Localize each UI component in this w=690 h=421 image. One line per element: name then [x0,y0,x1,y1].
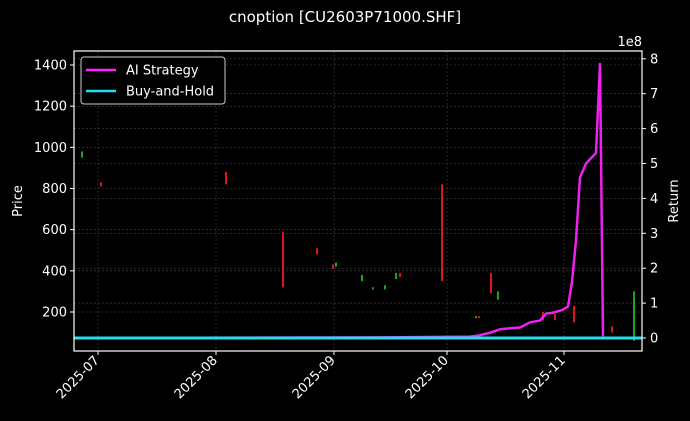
legend-box [80,56,226,105]
y2-tick-label: 7 [650,87,658,102]
y2-axis-label: Return [667,179,682,222]
y2-tick-label: 8 [650,52,658,67]
candle [361,274,363,282]
y-axis-label: Price [11,185,26,217]
candle [395,272,397,280]
y-tick-label: 600 [42,223,67,238]
candle [332,264,334,269]
y-tick-label: 1400 [34,59,67,74]
y-tick-label: 1200 [34,100,67,115]
candle [633,291,635,341]
candle [316,248,318,255]
y2-offset-label: 1e8 [617,35,642,50]
legend-label: Buy-and-Hold [126,85,214,100]
candle [554,314,556,321]
candle [475,316,477,319]
candle [478,316,480,319]
candle [497,291,499,300]
y2-tick-label: 2 [650,262,658,277]
x-tick-label: 2025-08 [172,353,221,402]
y-tick-label: 200 [42,306,67,321]
candle [372,287,374,290]
plot-frame [73,50,643,352]
candle [490,272,492,294]
candle [611,326,613,333]
x-tick-label: 2025-10 [403,353,452,402]
candle [384,285,386,290]
x-tick-label: 2025-11 [520,353,569,402]
y2-tick-label: 0 [650,332,658,347]
y2-tick-label: 6 [650,122,658,137]
candle [441,184,443,282]
candle [573,305,575,323]
y2-tick-label: 3 [650,227,658,242]
y2-tick-label: 1 [650,297,658,312]
y2-tick-label: 4 [650,192,658,207]
candle [225,172,227,185]
candle [282,231,284,288]
chart-title: cnoption [CU2603P71000.SHF] [228,8,462,26]
y-tick-label: 1000 [34,141,67,156]
candle [100,182,102,187]
y-tick-label: 400 [42,264,67,279]
candle [335,262,337,267]
series-line [73,62,605,340]
x-tick-label: 2025-09 [290,353,339,402]
y2-tick-label: 5 [650,157,658,172]
y-tick-label: 800 [42,182,67,197]
candle [399,272,401,278]
legend-label: AI Strategy [126,64,199,79]
x-tick-label: 2025-07 [54,353,103,402]
candle [81,151,83,158]
